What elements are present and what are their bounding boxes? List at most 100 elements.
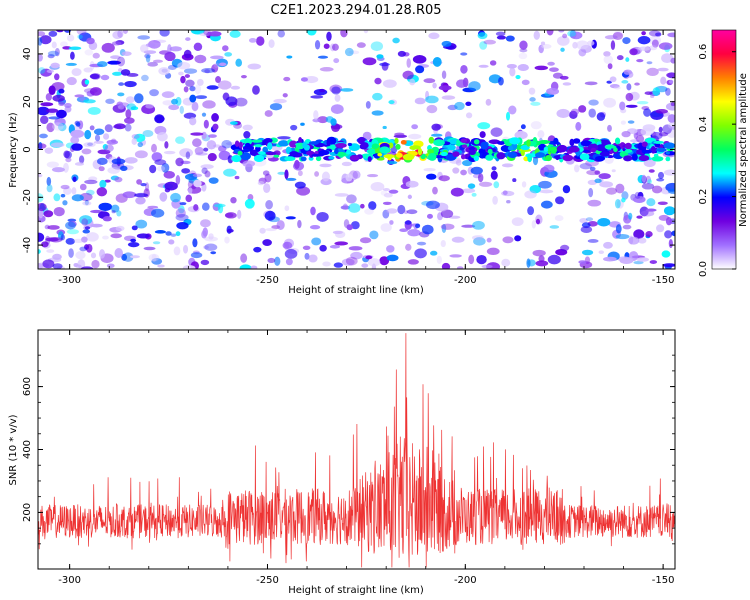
heat-cell xyxy=(610,40,616,51)
heat-cell xyxy=(415,223,421,229)
heat-cell xyxy=(98,166,105,172)
heat-cell xyxy=(639,206,649,217)
heat-cell xyxy=(92,52,100,59)
snr-series-line xyxy=(38,333,675,568)
heat-cell xyxy=(101,42,115,53)
heat-cell xyxy=(529,97,536,102)
heat-cell xyxy=(414,97,426,105)
heat-cell xyxy=(655,32,662,37)
y-tick-label: 0 xyxy=(22,146,33,152)
heat-cell xyxy=(276,220,285,230)
heat-cell xyxy=(168,239,175,245)
heat-cell xyxy=(237,150,243,156)
heat-cell xyxy=(521,181,527,188)
heat-cell xyxy=(319,163,332,168)
heat-cell xyxy=(625,92,634,102)
heat-cell xyxy=(130,238,137,243)
heat-cell xyxy=(77,259,86,269)
heat-cell xyxy=(72,176,77,183)
heat-cell xyxy=(473,237,486,246)
heat-cell xyxy=(447,144,456,151)
heat-cell xyxy=(192,238,198,248)
heat-cell xyxy=(104,124,113,133)
heat-cell xyxy=(71,187,77,195)
heat-cell xyxy=(496,152,506,160)
heat-cell xyxy=(529,184,542,194)
heat-cell xyxy=(609,76,617,83)
heat-cell xyxy=(394,137,399,144)
heat-cell xyxy=(148,253,160,262)
heat-cell xyxy=(39,35,52,45)
x-tick-label: -300 xyxy=(58,275,81,286)
heat-cell xyxy=(386,161,398,165)
heat-cell xyxy=(181,168,191,174)
heat-cell xyxy=(552,72,563,79)
heat-cell xyxy=(82,201,92,206)
heat-cell xyxy=(265,200,273,210)
heat-cell xyxy=(543,146,549,152)
heat-cell xyxy=(98,202,113,211)
heat-cell xyxy=(107,60,121,65)
heat-cell xyxy=(512,178,517,183)
heat-cell xyxy=(397,50,407,57)
heat-cell xyxy=(409,146,418,150)
heat-cell xyxy=(408,133,422,140)
heat-cell xyxy=(121,51,132,56)
heat-cell xyxy=(38,232,45,242)
heat-cell xyxy=(289,140,298,148)
heat-cell xyxy=(121,253,128,261)
heat-cell xyxy=(621,131,631,138)
heat-cell xyxy=(540,41,546,46)
heat-cell xyxy=(641,31,646,36)
heat-cell xyxy=(416,241,427,246)
heat-cell xyxy=(229,30,241,38)
heat-cell xyxy=(142,129,154,137)
heat-cell xyxy=(38,143,47,149)
y-tick-label: 20 xyxy=(22,95,33,108)
heat-cell xyxy=(200,164,214,170)
heat-cell xyxy=(370,181,385,192)
heat-cell xyxy=(395,152,403,158)
heat-cell xyxy=(201,202,210,211)
heat-cell xyxy=(284,248,298,259)
heat-cell xyxy=(594,155,606,162)
heat-cell xyxy=(175,136,186,144)
heat-cell xyxy=(629,48,638,56)
heat-cell xyxy=(457,266,464,269)
heat-cell xyxy=(562,154,574,162)
heat-cell xyxy=(480,141,489,150)
heat-cell xyxy=(167,44,172,55)
heat-cell xyxy=(125,109,132,119)
heat-cell xyxy=(636,135,645,143)
heat-cell xyxy=(335,142,347,148)
heat-cell xyxy=(110,204,120,213)
heat-cell xyxy=(46,122,55,133)
heat-cell xyxy=(575,121,582,131)
heat-cell xyxy=(194,84,201,95)
heat-cell xyxy=(58,88,65,94)
heat-cell xyxy=(89,125,95,131)
heat-cell xyxy=(665,151,670,155)
heat-cell xyxy=(376,54,384,59)
heat-cell xyxy=(524,190,537,199)
heat-cell xyxy=(314,150,320,155)
heat-cell xyxy=(234,140,240,147)
heat-cell xyxy=(192,138,202,147)
heat-cell xyxy=(221,140,233,149)
heat-cell xyxy=(645,231,653,238)
heat-cell xyxy=(663,142,675,149)
heat-cell xyxy=(431,123,441,131)
heat-cell xyxy=(43,210,54,218)
heat-cell xyxy=(560,244,570,252)
heat-cell xyxy=(96,157,108,165)
heat-cell xyxy=(667,122,675,129)
heat-cell xyxy=(645,175,652,184)
heat-cell xyxy=(110,233,122,239)
colorbar-ticks: 0.0 0.2 0.4 0.6 xyxy=(698,44,736,277)
heat-cell xyxy=(641,174,647,183)
heat-cell xyxy=(243,138,253,146)
heat-cell xyxy=(274,256,281,266)
heat-cell xyxy=(234,175,240,180)
heat-cell xyxy=(244,198,255,209)
heat-cell xyxy=(596,112,606,121)
